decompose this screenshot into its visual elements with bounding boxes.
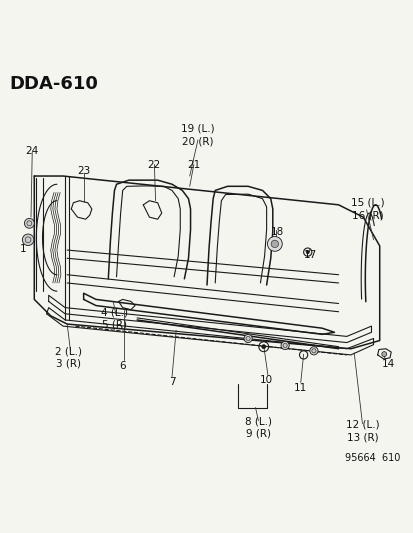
Circle shape bbox=[309, 346, 317, 355]
Text: 7: 7 bbox=[169, 377, 175, 387]
Text: 6: 6 bbox=[119, 361, 126, 372]
Text: 23: 23 bbox=[77, 166, 90, 176]
Text: 11: 11 bbox=[293, 383, 306, 393]
Text: 19 (L.)
20 (R): 19 (L.) 20 (R) bbox=[181, 124, 214, 146]
Text: 17: 17 bbox=[303, 250, 316, 260]
Text: 22: 22 bbox=[147, 159, 161, 169]
Text: 8 (L.)
9 (R): 8 (L.) 9 (R) bbox=[244, 416, 271, 439]
Text: 2 (L.)
3 (R): 2 (L.) 3 (R) bbox=[55, 346, 81, 369]
Text: 18: 18 bbox=[271, 227, 284, 237]
Circle shape bbox=[24, 219, 34, 228]
Text: 12 (L.)
13 (R): 12 (L.) 13 (R) bbox=[345, 420, 378, 442]
Text: 14: 14 bbox=[381, 359, 394, 369]
Text: 95664  610: 95664 610 bbox=[344, 453, 399, 463]
Text: DDA-610: DDA-610 bbox=[9, 75, 98, 93]
Text: 1: 1 bbox=[20, 244, 26, 254]
Text: 4 (L.)
5 (R): 4 (L.) 5 (R) bbox=[101, 308, 128, 330]
Text: 21: 21 bbox=[187, 159, 200, 169]
Text: 10: 10 bbox=[259, 375, 273, 385]
Circle shape bbox=[305, 251, 309, 254]
Circle shape bbox=[243, 334, 252, 343]
Circle shape bbox=[261, 345, 265, 349]
Text: 15 (L.)
16 (R): 15 (L.) 16 (R) bbox=[351, 198, 384, 220]
Circle shape bbox=[267, 237, 282, 251]
Circle shape bbox=[280, 341, 289, 350]
Circle shape bbox=[22, 234, 34, 246]
Circle shape bbox=[381, 352, 386, 357]
Text: 24: 24 bbox=[26, 146, 39, 156]
Circle shape bbox=[271, 240, 278, 248]
